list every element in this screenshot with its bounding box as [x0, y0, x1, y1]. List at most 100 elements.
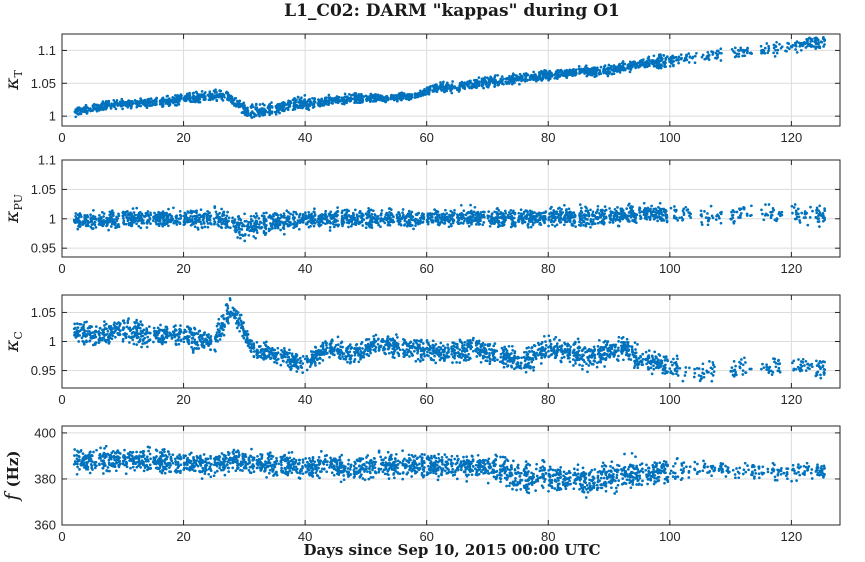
- data-point: [336, 206, 339, 209]
- data-point: [74, 212, 78, 215]
- data-point: [572, 219, 576, 223]
- data-point: [238, 233, 242, 237]
- data-point: [398, 214, 402, 218]
- data-point: [578, 218, 582, 221]
- data-point: [793, 203, 797, 206]
- data-point: [313, 213, 317, 216]
- data-point: [286, 224, 290, 228]
- data-point: [469, 209, 473, 213]
- data-point: [693, 61, 697, 65]
- data-point: [373, 98, 377, 102]
- data-point: [249, 214, 253, 218]
- data-point: [76, 332, 79, 335]
- data-point: [287, 100, 291, 103]
- data-point: [167, 224, 170, 228]
- data-point: [499, 77, 503, 81]
- data-point: [518, 82, 521, 86]
- data-point: [469, 215, 472, 218]
- data-point: [324, 96, 328, 100]
- data-point: [489, 75, 492, 79]
- data-point: [635, 64, 639, 67]
- data-point: [149, 222, 152, 225]
- data-point: [176, 94, 180, 97]
- data-point: [596, 217, 600, 221]
- data-point: [458, 81, 462, 85]
- data-point: [564, 220, 568, 223]
- data-point: [96, 103, 99, 107]
- data-point: [823, 43, 826, 46]
- y-tick-label: 1.05: [31, 182, 56, 197]
- data-point: [526, 222, 530, 226]
- data-point: [373, 213, 377, 216]
- data-point: [443, 213, 446, 217]
- data-point: [450, 217, 453, 221]
- data-point: [759, 44, 763, 48]
- data-point: [669, 206, 673, 210]
- data-point: [664, 216, 668, 220]
- data-point: [631, 209, 635, 213]
- data-point: [511, 220, 515, 224]
- data-point: [742, 207, 746, 211]
- data-point: [650, 61, 653, 65]
- data-point: [224, 226, 228, 229]
- data-point: [155, 222, 158, 226]
- data-point: [509, 76, 512, 80]
- data-point: [436, 210, 440, 214]
- data-point: [115, 219, 119, 223]
- y-tick-label: 1: [49, 109, 56, 124]
- data-point: [349, 216, 353, 220]
- data-point: [255, 114, 258, 117]
- data-point: [719, 221, 723, 225]
- data-point: [186, 211, 190, 214]
- data-point: [225, 90, 229, 94]
- data-point: [816, 38, 820, 42]
- data-point: [517, 78, 521, 82]
- data-point: [400, 94, 404, 98]
- data-point: [648, 218, 652, 221]
- data-point: [226, 210, 229, 214]
- data-point: [514, 74, 518, 77]
- data-point: [202, 98, 206, 102]
- data-point: [343, 92, 347, 96]
- data-point: [306, 220, 310, 224]
- data-point: [92, 216, 96, 220]
- data-point: [173, 94, 177, 97]
- data-point: [400, 91, 404, 95]
- data-point: [814, 45, 818, 49]
- data-point: [649, 207, 652, 211]
- data-point: [255, 231, 259, 234]
- data-point: [267, 215, 271, 219]
- data-point: [381, 96, 385, 100]
- data-point: [607, 72, 611, 75]
- data-point: [76, 334, 79, 338]
- data-point: [452, 219, 456, 223]
- data-point: [351, 93, 355, 97]
- data-point: [687, 52, 691, 55]
- data-point: [332, 222, 335, 226]
- data-point: [345, 98, 349, 102]
- data-point: [378, 98, 382, 102]
- data-point: [451, 80, 454, 83]
- data-point: [766, 51, 770, 55]
- data-point: [664, 57, 668, 61]
- data-point: [538, 222, 541, 226]
- data-point: [778, 42, 781, 46]
- data-point: [816, 220, 820, 223]
- data-point: [677, 61, 680, 65]
- data-point: [115, 322, 119, 326]
- data-point: [193, 214, 197, 218]
- data-point: [685, 53, 688, 57]
- data-point: [440, 215, 444, 219]
- data-point: [237, 105, 241, 109]
- data-point: [137, 224, 141, 228]
- data-point: [594, 211, 598, 214]
- data-point: [459, 213, 463, 216]
- data-point: [373, 96, 377, 100]
- data-point: [776, 48, 780, 52]
- data-point: [282, 227, 286, 231]
- data-point: [450, 91, 454, 95]
- data-point: [629, 68, 633, 71]
- data-point: [182, 223, 186, 227]
- data-point: [81, 110, 85, 113]
- data-point: [222, 211, 225, 215]
